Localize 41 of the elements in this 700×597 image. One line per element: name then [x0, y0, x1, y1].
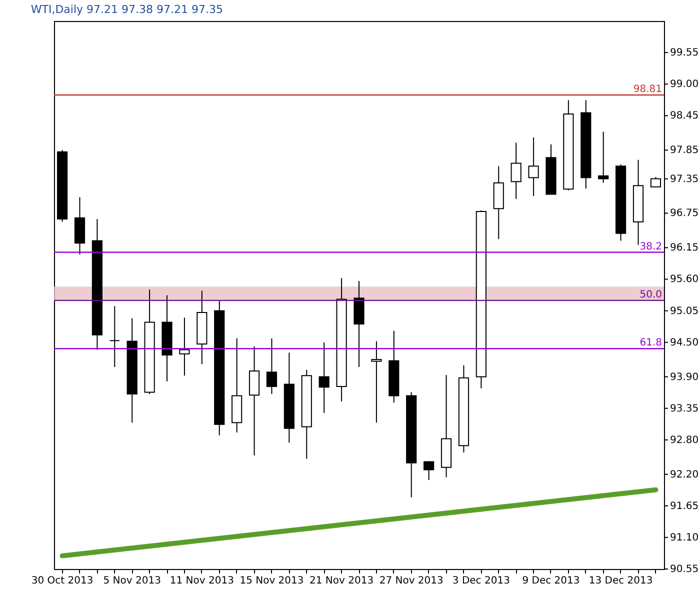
candlestick [266, 338, 278, 394]
x-tick-label: 11 Nov 2013 [170, 576, 234, 586]
x-tick-label: 15 Nov 2013 [240, 576, 304, 586]
x-tick-label: 21 Nov 2013 [310, 576, 374, 586]
y-tick-label: 99.55 [670, 48, 699, 59]
candlestick [528, 136, 539, 197]
x-tick-label: 13 Dec 2013 [588, 576, 653, 586]
y-tick-label: 95.60 [670, 274, 699, 286]
candlestick [109, 306, 120, 368]
x-tick-label: 3 Dec 2013 [452, 576, 510, 586]
y-tick-label: 96.15 [670, 242, 699, 254]
ref-line-label: 98.81 [633, 84, 662, 96]
y-tick-label: 92.20 [670, 469, 699, 480]
y-tick-label: 90.55 [670, 564, 699, 575]
y-tick-label: 96.75 [670, 208, 699, 220]
candlestick [598, 131, 609, 184]
y-tick-label: 97.35 [670, 174, 699, 185]
y-tick-label: 99.00 [670, 79, 699, 90]
candlestick [510, 142, 522, 200]
candlestick [318, 342, 330, 414]
candlestick [650, 176, 662, 188]
y-tick-label: 92.80 [670, 434, 699, 446]
y-tick-label: 98.45 [670, 110, 699, 122]
annotation: 38.2 [640, 241, 662, 252]
candlestick [371, 340, 382, 424]
x-tick-label: 27 Nov 2013 [379, 576, 444, 586]
annotation: 50.0 [640, 289, 662, 300]
y-tick-label: 93.90 [670, 372, 699, 383]
y-tick-label: 91.10 [670, 532, 699, 544]
annotation: 61.8 [640, 338, 662, 349]
y-tick-label: 93.35 [670, 403, 699, 414]
x-tick-label: 5 Nov 2013 [103, 576, 161, 586]
candlestick [424, 460, 434, 481]
y-tick-label: 97.85 [670, 145, 699, 156]
chart-title: WTI,Daily 97.21 97.38 97.21 97.35 [30, 3, 224, 16]
y-tick-label: 91.65 [670, 500, 699, 512]
x-tick-label: 30 Oct 2013 [31, 576, 94, 586]
x-tick-label: 9 Dec 2013 [522, 576, 580, 586]
y-tick-label: 95.05 [670, 306, 699, 317]
candlestick [179, 317, 190, 376]
y-tick-label: 94.50 [670, 337, 699, 348]
